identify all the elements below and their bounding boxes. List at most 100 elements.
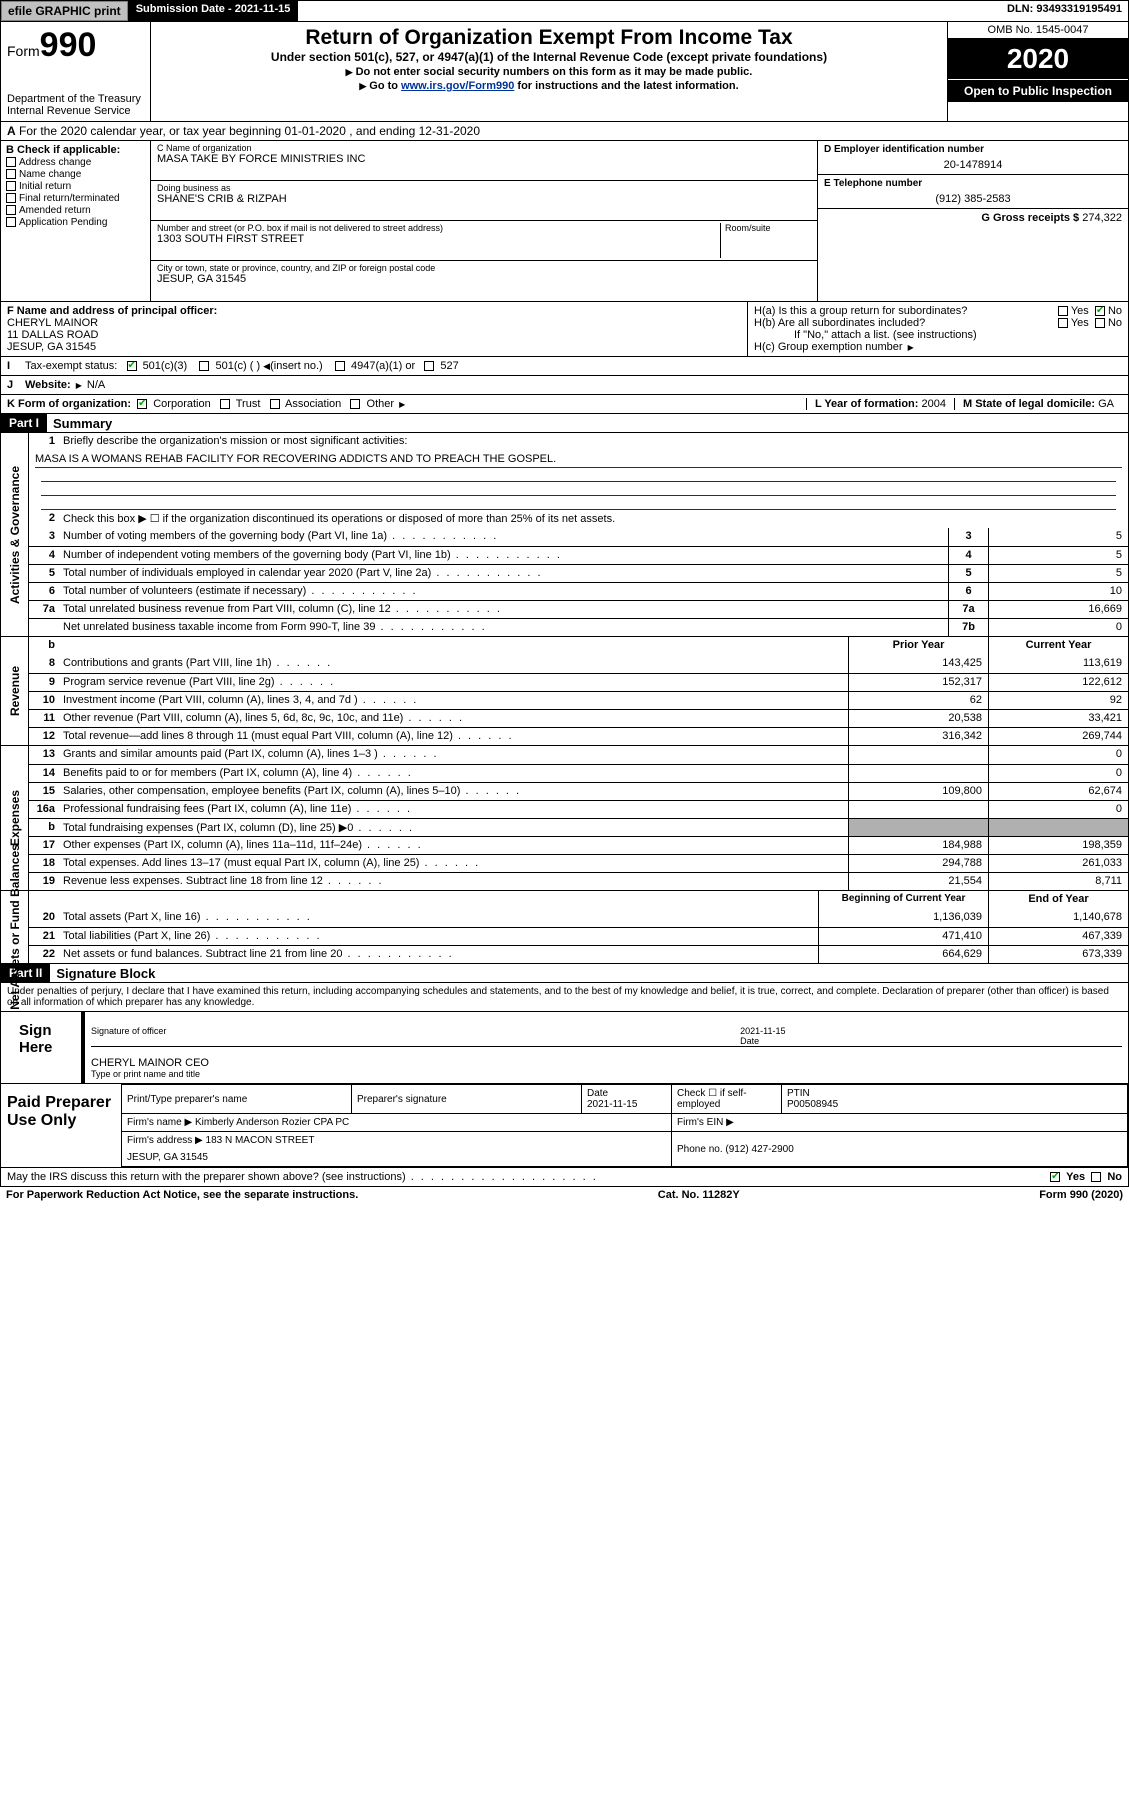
chk-address-change[interactable]: Address change — [6, 157, 145, 168]
exp-line-14: Benefits paid to or for members (Part IX… — [59, 765, 848, 782]
boy-hdr: Beginning of Current Year — [818, 891, 988, 909]
gov-line-4: Number of independent voting members of … — [59, 547, 948, 564]
net-py-20: 1,136,039 — [818, 909, 988, 927]
org-name: MASA TAKE BY FORCE MINISTRIES INC — [157, 153, 811, 165]
form-title: Return of Organization Exempt From Incom… — [157, 26, 941, 50]
rev-py-12: 316,342 — [848, 728, 988, 745]
officer-addr2: JESUP, GA 31545 — [7, 341, 741, 353]
ha-label: H(a) Is this a group return for subordin… — [754, 305, 967, 317]
gov-line-3: Number of voting members of the governin… — [59, 528, 948, 546]
discuss-yes-checked — [1050, 1172, 1060, 1182]
rev-py-11: 20,538 — [848, 710, 988, 727]
instr-goto-b: for instructions and the latest informat… — [514, 80, 738, 92]
l-label: L Year of formation: — [815, 398, 919, 410]
exp-py-13 — [848, 746, 988, 764]
officer-name: CHERYL MAINOR — [7, 317, 741, 329]
chk-name-change[interactable]: Name change — [6, 169, 145, 180]
net-cy-21: 467,339 — [988, 928, 1128, 945]
sign-block: Sign Here Signature of officer 2021-11-1… — [0, 1012, 1129, 1084]
hb-note: If "No," attach a list. (see instruction… — [754, 329, 1122, 341]
gov-val-7b: 0 — [988, 619, 1128, 636]
form-word: Form — [7, 43, 40, 59]
exp-cy-14: 0 — [988, 765, 1128, 782]
exp-line-15: Salaries, other compensation, employee b… — [59, 783, 848, 800]
sign-date: 2021-11-15 — [740, 1026, 785, 1036]
rev-py-9: 152,317 — [848, 674, 988, 691]
chk-amended[interactable]: Amended return — [6, 205, 145, 216]
prep-date: 2021-11-15 — [587, 1099, 637, 1110]
cat-no: Cat. No. 11282Y — [658, 1189, 740, 1201]
section-revenue: Revenue b Prior Year Current Year 8Contr… — [0, 637, 1129, 746]
instr-ssn: Do not enter social security numbers on … — [356, 66, 753, 78]
phone: (912) 385-2583 — [824, 189, 1122, 205]
exp-py-19: 21,554 — [848, 873, 988, 890]
form-header: Form990 Department of the Treasury Inter… — [0, 22, 1129, 122]
net-line-21: Total liabilities (Part X, line 26) — [59, 928, 818, 945]
efile-print-button[interactable]: efile GRAPHIC print — [1, 1, 128, 21]
street-address: 1303 SOUTH FIRST STREET — [157, 233, 716, 245]
chk-pending[interactable]: Application Pending — [6, 217, 145, 228]
exp-line-18: Total expenses. Add lines 13–17 (must eq… — [59, 855, 848, 872]
arrow-icon — [906, 341, 916, 353]
block-b-to-g: B Check if applicable: Address change Na… — [0, 141, 1129, 302]
exp-line-13: Grants and similar amounts paid (Part IX… — [59, 746, 848, 764]
dba-label: Doing business as — [157, 183, 811, 193]
k-label: K Form of organization: — [7, 398, 131, 410]
exp-cy-15: 62,674 — [988, 783, 1128, 800]
dba-name: SHANE'S CRIB & RIZPAH — [157, 193, 811, 205]
rev-line-9: Program service revenue (Part VIII, line… — [59, 674, 848, 691]
room-label: Room/suite — [725, 223, 811, 233]
discuss-row: May the IRS discuss this return with the… — [0, 1168, 1129, 1187]
gov-line-6: Total number of volunteers (estimate if … — [59, 583, 948, 600]
row-f-h: F Name and address of principal officer:… — [0, 302, 1129, 357]
form-number: 990 — [40, 26, 97, 64]
state-domicile: GA — [1098, 398, 1114, 410]
firm-phone: (912) 427-2900 — [725, 1144, 793, 1155]
rev-line-12: Total revenue—add lines 8 through 11 (mu… — [59, 728, 848, 745]
row-j: J Website: N/A — [0, 376, 1129, 395]
addr-label: Number and street (or P.O. box if mail i… — [157, 223, 716, 233]
exp-py-14 — [848, 765, 988, 782]
discuss-q: May the IRS discuss this return with the… — [7, 1171, 598, 1183]
firm-addr2: JESUP, GA 31545 — [127, 1152, 208, 1163]
net-cy-22: 673,339 — [988, 946, 1128, 963]
prior-year-hdr: Prior Year — [848, 637, 988, 655]
city-state-zip: JESUP, GA 31545 — [157, 273, 811, 285]
chk-initial-return[interactable]: Initial return — [6, 181, 145, 192]
exp-py-b — [848, 819, 988, 836]
exp-py-17: 184,988 — [848, 837, 988, 854]
mission-text: MASA IS A WOMANS REHAB FACILITY FOR RECO… — [35, 451, 1122, 468]
vlabel-revenue: Revenue — [8, 666, 22, 716]
part1-header: Part I Summary — [0, 414, 1129, 433]
sig-officer-lbl: Signature of officer — [91, 1026, 740, 1046]
ein: 20-1478914 — [824, 155, 1122, 171]
part2-header: Part II Signature Block — [0, 964, 1129, 983]
net-py-22: 664,629 — [818, 946, 988, 963]
rev-cy-12: 269,744 — [988, 728, 1128, 745]
rev-py-8: 143,425 — [848, 655, 988, 673]
gov-val-6: 10 — [988, 583, 1128, 600]
gov-val-5: 5 — [988, 565, 1128, 582]
form990-link[interactable]: www.irs.gov/Form990 — [401, 80, 514, 92]
gross-receipts: 274,322 — [1082, 212, 1122, 224]
m-label: M State of legal domicile: — [963, 398, 1095, 410]
firm-name: Kimberly Anderson Rozier CPA PC — [195, 1117, 349, 1128]
exp-cy-19: 8,711 — [988, 873, 1128, 890]
f-label: F Name and address of principal officer: — [7, 305, 217, 317]
website: N/A — [87, 379, 105, 391]
officer-addr1: 11 DALLAS ROAD — [7, 329, 741, 341]
chk-final-return[interactable]: Final return/terminated — [6, 193, 145, 204]
net-cy-20: 1,140,678 — [988, 909, 1128, 927]
tax-year: 2020 — [948, 39, 1128, 80]
exp-cy-18: 261,033 — [988, 855, 1128, 872]
exp-cy-17: 198,359 — [988, 837, 1128, 854]
open-to-public: Open to Public Inspection — [948, 80, 1128, 102]
ptin: P00508945 — [787, 1099, 838, 1110]
instr-goto-a: Go to — [369, 80, 401, 92]
submission-date: Submission Date - 2021-11-15 — [128, 1, 299, 21]
rev-line-11: Other revenue (Part VIII, column (A), li… — [59, 710, 848, 727]
hc-label: H(c) Group exemption number — [754, 341, 903, 353]
gov-val-3: 5 — [988, 528, 1128, 546]
i-label: Tax-exempt status: — [25, 360, 117, 372]
top-bar: efile GRAPHIC print Submission Date - 20… — [0, 0, 1129, 22]
